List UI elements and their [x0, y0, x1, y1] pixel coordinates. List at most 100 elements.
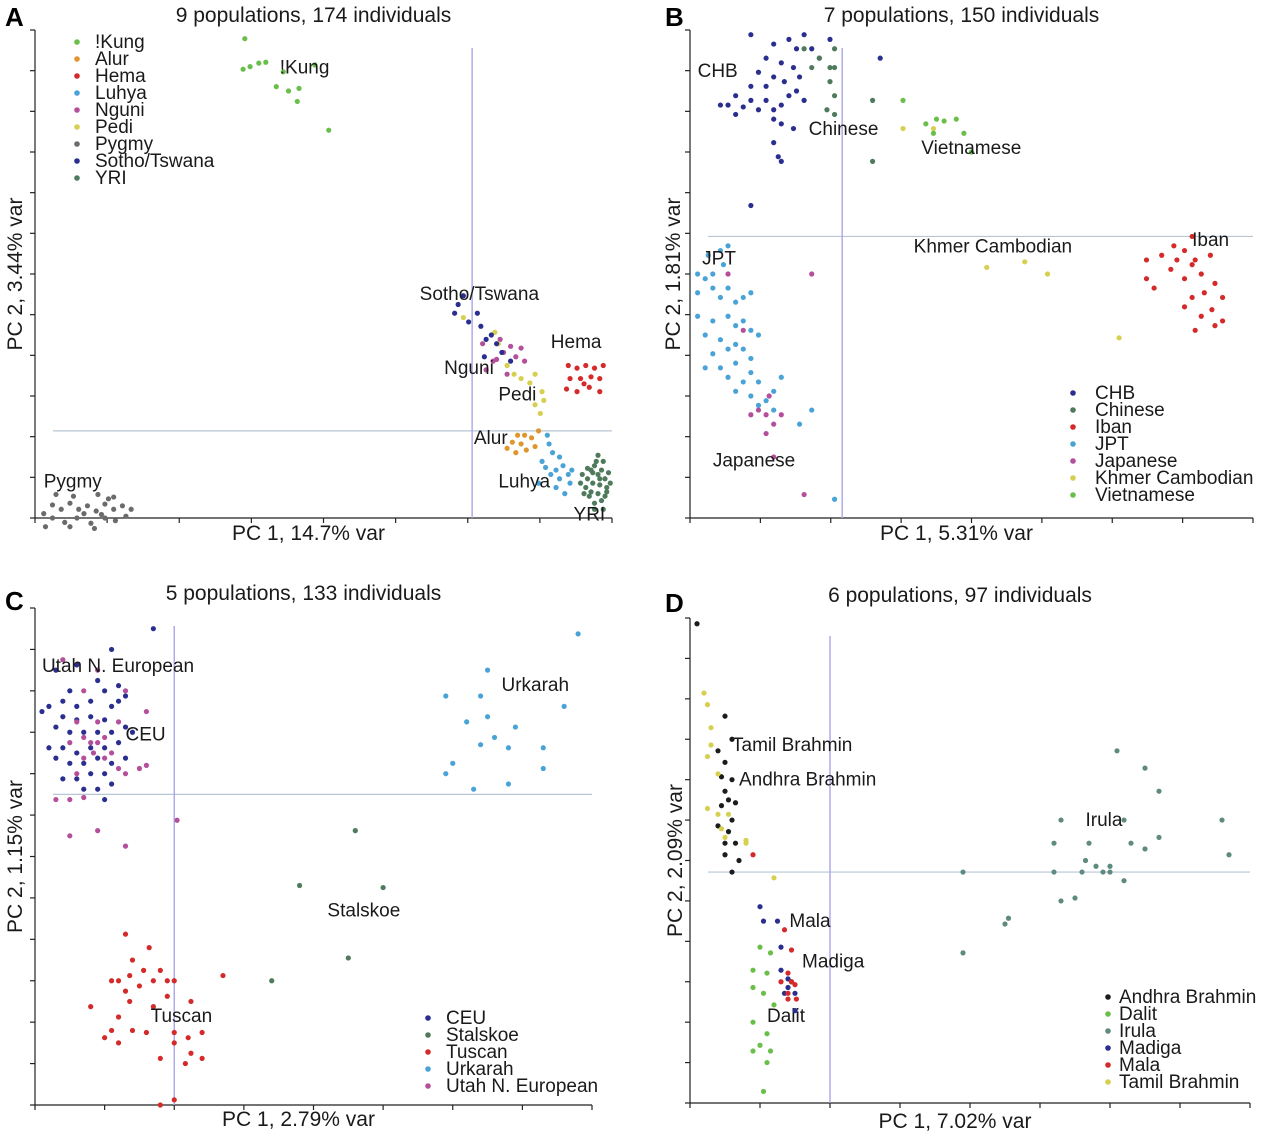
legend-marker — [1070, 492, 1076, 498]
x-axis-label: PC 1, 14.7% var — [232, 522, 385, 545]
legend-entry: Pygmy — [95, 134, 154, 155]
data-point — [88, 714, 94, 720]
data-point — [88, 698, 94, 704]
data-point — [581, 491, 587, 497]
data-point — [591, 365, 598, 371]
data-point — [122, 771, 129, 777]
series-utah-n-european — [53, 657, 180, 849]
data-point — [1192, 327, 1198, 333]
data-point — [567, 480, 573, 486]
data-point — [604, 484, 610, 491]
data-point — [129, 1027, 136, 1034]
data-point — [809, 64, 815, 71]
data-point — [781, 79, 787, 85]
legend-marker — [425, 1032, 431, 1038]
data-point — [1107, 869, 1113, 875]
data-point — [174, 817, 180, 823]
data-point — [720, 262, 727, 268]
data-point — [579, 471, 585, 478]
data-point — [84, 503, 91, 509]
data-point — [115, 698, 122, 704]
data-point — [900, 97, 906, 103]
legend-entry: Madiga — [1119, 1038, 1182, 1059]
data-point — [478, 742, 484, 748]
data-point — [1051, 869, 1057, 875]
data-point — [831, 496, 838, 502]
data-point — [748, 369, 754, 376]
legend-entry: Japanese — [1095, 451, 1177, 472]
data-point — [62, 519, 68, 525]
data-point — [748, 32, 754, 38]
data-point — [961, 130, 967, 136]
data-point — [725, 313, 731, 319]
data-point — [740, 294, 746, 301]
legend-entry: Dalit — [1119, 1004, 1158, 1025]
data-point — [725, 102, 731, 108]
data-point — [597, 476, 603, 482]
data-point — [740, 379, 746, 385]
data-point — [877, 55, 883, 61]
data-point — [760, 990, 767, 996]
data-point — [494, 341, 500, 347]
data-point — [122, 843, 129, 849]
data-point — [774, 918, 781, 924]
data-point — [827, 64, 833, 71]
panel-b: B 7 populations, 150 individuals PC 1, 5.3… — [662, 2, 1254, 545]
data-point — [750, 1048, 756, 1054]
data-point — [74, 750, 80, 756]
data-point — [1189, 294, 1195, 301]
legend-marker — [425, 1049, 431, 1055]
data-point — [960, 869, 966, 875]
data-point — [497, 336, 503, 342]
data-point — [95, 828, 101, 834]
data-point — [930, 125, 937, 132]
data-point — [607, 480, 613, 486]
data-point — [443, 771, 449, 777]
data-point — [591, 506, 598, 512]
data-point — [824, 107, 830, 113]
series-tuscan — [88, 931, 226, 1108]
panel-a: A 9 populations, 174 individuals PC 1, 14.… — [4, 2, 613, 545]
data-point — [380, 884, 386, 891]
data-point — [725, 346, 731, 352]
data-point — [112, 518, 119, 524]
data-point — [127, 998, 133, 1005]
data-point — [1219, 817, 1225, 823]
data-point — [710, 271, 716, 277]
data-point — [755, 379, 762, 385]
data-point — [801, 32, 807, 38]
data-point — [941, 118, 947, 124]
data-point — [750, 852, 756, 858]
data-point — [115, 1014, 122, 1020]
data-point — [513, 354, 519, 360]
legend-entry: Mala — [1119, 1055, 1161, 1076]
population-label: Iban — [1192, 230, 1229, 251]
population-label: Mala — [789, 911, 831, 932]
legend-marker — [74, 73, 80, 79]
data-point — [809, 407, 815, 413]
panel-letter: B — [665, 2, 684, 32]
data-point — [102, 755, 108, 761]
data-point — [450, 760, 456, 766]
legend-entry: Luhya — [95, 83, 147, 104]
data-point — [560, 463, 566, 469]
data-point — [150, 1004, 156, 1010]
data-point — [695, 290, 701, 296]
series-iban — [1143, 233, 1226, 333]
legend-entry: CHB — [1095, 383, 1135, 404]
series-irula — [960, 748, 1232, 956]
data-point — [523, 447, 529, 453]
population-label: Dalit — [767, 1006, 806, 1027]
data-point — [76, 506, 82, 512]
data-point — [171, 978, 177, 984]
data-point — [569, 467, 575, 473]
data-point — [122, 755, 129, 761]
data-point — [452, 310, 458, 316]
data-point — [586, 493, 592, 499]
data-point — [511, 371, 517, 377]
data-point — [590, 480, 596, 486]
population-label: Luhya — [498, 472, 550, 493]
series-yri — [577, 452, 613, 512]
data-point — [597, 482, 603, 488]
data-point — [81, 794, 87, 801]
